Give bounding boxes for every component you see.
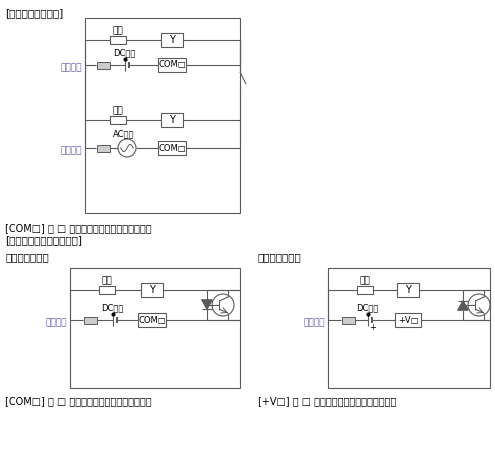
Text: COM□: COM□ <box>158 60 186 69</box>
Text: 負荷: 負荷 <box>113 27 123 36</box>
Text: [トランジスタ出力タイプ]: [トランジスタ出力タイプ] <box>5 235 82 245</box>
Text: シンク出力配線: シンク出力配線 <box>5 252 49 262</box>
Bar <box>97 144 109 152</box>
Bar <box>397 283 419 297</box>
Bar <box>161 113 183 127</box>
Bar <box>97 62 109 69</box>
Bar <box>328 268 490 388</box>
Text: 負荷: 負荷 <box>360 276 370 286</box>
Bar <box>110 36 126 44</box>
Text: Y: Y <box>149 285 155 295</box>
Text: ヒューズ: ヒューズ <box>303 319 325 328</box>
Bar <box>84 317 97 324</box>
Bar <box>161 33 183 47</box>
Text: ソース出力配線: ソース出力配線 <box>258 252 302 262</box>
Text: AC電源: AC電源 <box>113 129 135 138</box>
Bar <box>342 317 354 324</box>
Bar <box>158 58 186 72</box>
Bar <box>110 116 126 124</box>
Text: COM□: COM□ <box>158 143 186 153</box>
Bar <box>141 283 163 297</box>
Circle shape <box>212 294 234 316</box>
Text: [+V□] の □ には、コモン番号が入ります。: [+V□] の □ には、コモン番号が入ります。 <box>258 396 396 406</box>
Text: DC電源: DC電源 <box>113 48 135 58</box>
Circle shape <box>118 139 136 157</box>
Text: Y: Y <box>169 115 175 125</box>
Bar <box>138 313 166 327</box>
Text: Y: Y <box>405 285 411 295</box>
Polygon shape <box>458 301 468 310</box>
Bar <box>395 313 421 327</box>
Polygon shape <box>202 300 212 309</box>
Text: DC電源: DC電源 <box>101 303 123 313</box>
Text: DC電源: DC電源 <box>356 303 378 313</box>
Bar <box>357 286 373 294</box>
Circle shape <box>468 294 490 316</box>
Text: 負荷: 負荷 <box>101 276 112 286</box>
Text: ヒューズ: ヒューズ <box>46 319 67 328</box>
Text: 負荷: 負荷 <box>113 106 123 116</box>
Text: +: + <box>370 324 376 333</box>
Text: [COM□] の □ には、コモン番号が入ります。: [COM□] の □ には、コモン番号が入ります。 <box>5 396 151 406</box>
Text: COM□: COM□ <box>138 315 166 324</box>
Text: [COM□] の □ には、コモン番号が入ります。: [COM□] の □ には、コモン番号が入ります。 <box>5 223 151 233</box>
Text: Y: Y <box>169 35 175 45</box>
Text: +V□: +V□ <box>398 315 418 324</box>
Text: [リレー出力タイプ]: [リレー出力タイプ] <box>5 8 63 18</box>
Text: ヒューズ: ヒューズ <box>60 64 82 73</box>
Bar <box>70 268 240 388</box>
Text: ヒューズ: ヒューズ <box>60 147 82 155</box>
Bar <box>99 286 115 294</box>
Bar <box>158 141 186 155</box>
Bar <box>85 18 240 213</box>
